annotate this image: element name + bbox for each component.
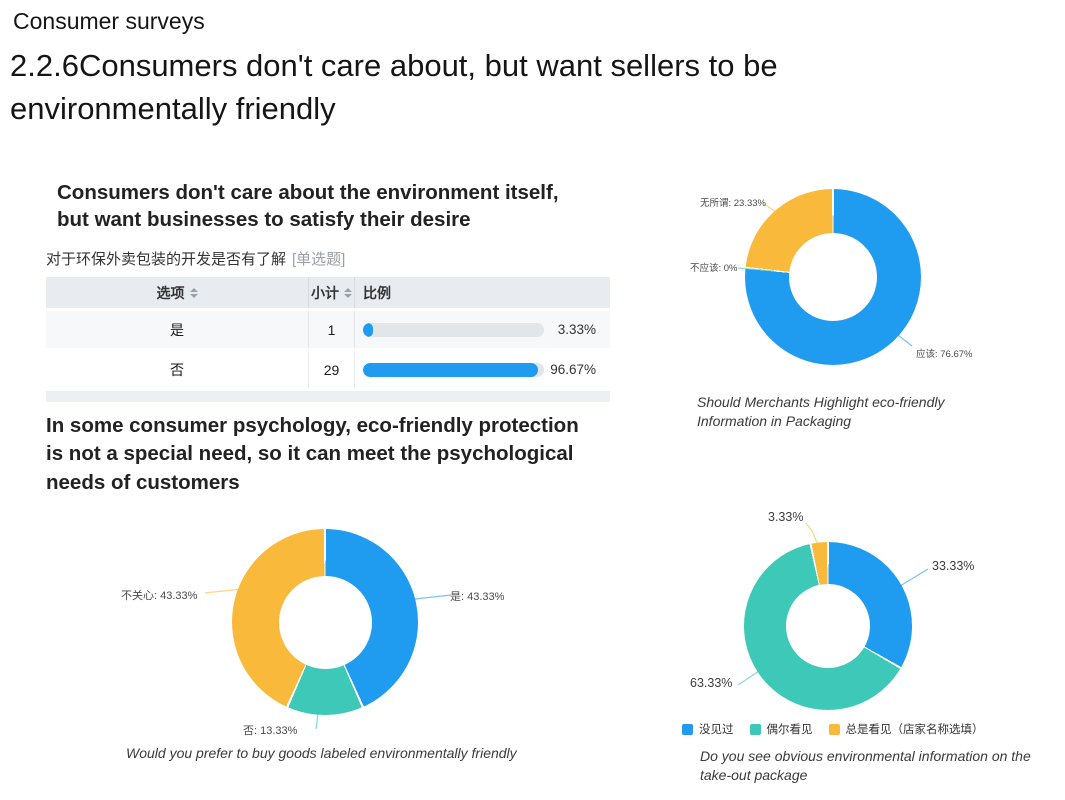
slice-label-sometimes: 63.33% <box>690 676 733 690</box>
ratio-bar-fill <box>363 362 538 377</box>
survey-question-type-tag: [单选题] <box>292 251 346 268</box>
row-count-cell: 29 <box>308 351 354 388</box>
legend-swatch-blue <box>682 723 693 735</box>
donut-chart-preference: 是: 43.33% 否: 13.33% 不关心: 43.33% <box>105 523 575 741</box>
leader-line-always <box>805 522 819 546</box>
leader-line-yes <box>414 594 452 600</box>
slice-label-dontmatter: 无所谓: 23.33% <box>700 198 766 209</box>
slice-label-yes: 是: 43.33% <box>450 591 505 603</box>
donut-hole <box>278 575 372 669</box>
ratio-percent: 3.33% <box>557 322 596 337</box>
table-row-truncated: .. <box>46 391 610 402</box>
ratio-percent: 96.67% <box>550 362 596 377</box>
left-heading-primary: Consumers don't care about the environme… <box>57 181 559 232</box>
row-count-cell: 1 <box>308 311 354 348</box>
table-header-count-label: 小计 <box>311 284 339 301</box>
slide-title: 2.2.6Consumers don't care about, but wan… <box>10 48 778 126</box>
table-header-ratio: 比例 <box>354 277 610 308</box>
slice-label-shouldnot: 不应该: 0% <box>690 263 738 274</box>
chart-legend: 没见过 偶尔看见 总是看见（店家名称选填） <box>682 721 984 737</box>
slice-label-always: 3.33% <box>768 510 804 524</box>
legend-label: 没见过 <box>699 724 734 736</box>
leader-line-sometimes <box>737 670 760 686</box>
row-ratio-cell: 96.67% <box>354 351 610 388</box>
legend-swatch-yellow <box>828 723 840 735</box>
donut-ring <box>744 542 912 710</box>
donut-chart-seen-info: 3.33% 33.33% 63.33% 没见过 偶尔看见 总是看见（店家名称选填… <box>660 505 1065 745</box>
slice-label-dontcare: 不关心: 43.33% <box>121 590 198 602</box>
row-option-cell: 是 <box>170 321 184 338</box>
chart-caption-preference: Would you prefer to buy goods labeled en… <box>126 745 517 761</box>
table-header-ratio-label: 比例 <box>363 284 391 301</box>
truncated-row-dots: .. <box>173 393 181 402</box>
sort-icon <box>344 287 352 298</box>
donut-hole <box>789 233 877 321</box>
table-header-option-label: 选项 <box>156 284 185 301</box>
legend-label: 偶尔看见 <box>766 724 813 736</box>
donut-hole <box>786 584 870 668</box>
chart-caption-seen-info: Do you see obvious environmental informa… <box>700 748 1031 783</box>
leader-line-never <box>899 568 929 587</box>
slide-kicker: Consumer surveys <box>13 8 205 34</box>
table-header-option: 选项 <box>46 277 308 308</box>
leader-line-no <box>315 712 319 730</box>
legend-label: 总是看见（店家名称选填） <box>845 724 984 736</box>
row-ratio-cell: 3.33% <box>354 311 610 348</box>
slice-label-never: 33.33% <box>932 559 975 573</box>
table-row: 是 1 3.33% <box>46 311 610 348</box>
chart-caption-highlight: Should Merchants Highlight eco-friendly … <box>697 394 945 429</box>
row-option-cell: 否 <box>170 361 184 378</box>
legend-item-sometimes: 偶尔看见 <box>749 721 813 737</box>
donut-chart-highlight: 无所谓: 23.33% 不应该: 0% 应该: 76.67% <box>685 188 1065 390</box>
donut-ring <box>232 529 418 715</box>
slice-label-no: 否: 13.33% <box>243 725 298 737</box>
donut-ring <box>745 189 921 365</box>
legend-swatch-teal <box>749 723 761 735</box>
ratio-bar-track <box>363 362 544 377</box>
slice-label-should: 应该: 76.67% <box>916 349 973 360</box>
sort-icon <box>189 287 198 298</box>
survey-question-text: 对于环保外卖包装的开发是否有了解 <box>46 251 287 268</box>
ratio-bar-fill <box>363 322 373 337</box>
survey-result-table: 选项 小计 比例 是 1 3.33% 否 29 96.67% <box>46 277 610 402</box>
table-row: 否 29 96.67% <box>46 351 610 388</box>
legend-item-always: 总是看见（店家名称选填） <box>828 721 984 737</box>
table-header-row: 选项 小计 比例 <box>46 277 610 308</box>
table-header-count: 小计 <box>308 277 354 308</box>
legend-item-never: 没见过 <box>682 721 734 737</box>
left-heading-secondary: In some consumer psychology, eco-friendl… <box>46 414 579 494</box>
survey-question: 对于环保外卖包装的开发是否有了解 [单选题] <box>46 248 345 269</box>
ratio-bar-track <box>363 322 544 337</box>
